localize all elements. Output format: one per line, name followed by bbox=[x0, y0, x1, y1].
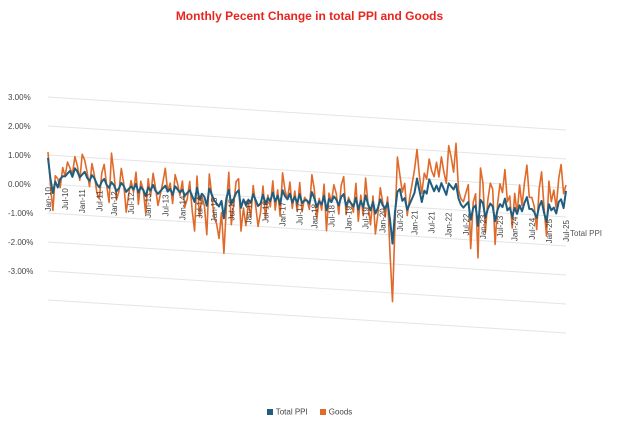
series-lines bbox=[47, 142, 567, 303]
gridline-1 bbox=[47, 125, 567, 160]
gridlines bbox=[47, 96, 567, 334]
chart-title: Monthly Pecent Change in total PPI and G… bbox=[175, 9, 444, 23]
x-tick-label-1: Jul-10 bbox=[61, 188, 70, 210]
x-axis: Jan-10 Jul-10 Jan-11 Jul-11 Jan-12 Jul-12 Jan-… bbox=[44, 186, 571, 243]
x-tick-label-28: Jan-24 bbox=[511, 216, 520, 241]
gridline-6 bbox=[47, 270, 567, 305]
x-tick-label-2: Jan-11 bbox=[78, 189, 87, 213]
y-tick-label-2: 1.00% bbox=[8, 151, 31, 160]
x-tick-label-15: Jul-17 bbox=[296, 202, 305, 224]
series-end-label: Total PPI bbox=[570, 229, 602, 238]
legend-item-1: Goods bbox=[319, 407, 353, 417]
x-tick-label-23: Jul-21 bbox=[428, 211, 437, 233]
x-tick-label-6: Jan-13 bbox=[144, 193, 153, 218]
y-tick-label-3: 0.00% bbox=[8, 180, 31, 189]
x-tick-label-21: Jul-20 bbox=[396, 209, 405, 231]
x-tick-label-4: Jan-12 bbox=[110, 191, 119, 216]
gridline-2 bbox=[47, 154, 567, 189]
x-tick-label-5: Jul-12 bbox=[127, 192, 136, 214]
legend-swatch-0 bbox=[266, 408, 273, 415]
x-tick-label-31: Jul-25 bbox=[562, 219, 571, 241]
gridline-7 bbox=[47, 299, 567, 334]
legend-label-0: Total PPI bbox=[275, 407, 308, 417]
x-tick-label-11: Jul-15 bbox=[227, 198, 236, 220]
series-line-total-ppi bbox=[47, 157, 567, 245]
x-tick-label-8: Jan-14 bbox=[178, 195, 187, 220]
x-tick-label-10: Jan-15 bbox=[210, 197, 219, 222]
gridline-5 bbox=[47, 241, 567, 276]
y-axis: 3.00% 2.00% 1.00% 0.00% -1.00% -2.00% -3.00% bbox=[8, 93, 33, 276]
y-tick-label-0: 3.00% bbox=[8, 93, 31, 102]
x-tick-label-25: Jul-22 bbox=[462, 213, 471, 235]
legend-item-0: Total PPI bbox=[266, 407, 308, 417]
y-tick-label-1: 2.00% bbox=[8, 122, 31, 131]
x-tick-label-3: Jul-11 bbox=[95, 190, 104, 212]
x-tick-label-12: Jan-16 bbox=[244, 199, 253, 224]
x-tick-label-7: Jul-13 bbox=[161, 194, 170, 216]
x-tick-label-20: Jan-20 bbox=[379, 208, 388, 233]
x-tick-label-19: Jul-19 bbox=[362, 207, 371, 229]
legend-label-1: Goods bbox=[328, 407, 353, 417]
x-tick-label-16: Jan-18 bbox=[310, 203, 319, 228]
x-tick-label-9: Jul-14 bbox=[196, 196, 205, 218]
y-tick-label-5: -2.00% bbox=[8, 238, 33, 247]
x-tick-label-17: Jul-18 bbox=[327, 205, 336, 227]
x-tick-label-18: Jan-19 bbox=[345, 206, 354, 231]
x-tick-label-22: Jan-21 bbox=[411, 210, 420, 235]
annotations: Total PPI bbox=[570, 229, 602, 238]
x-tick-label-27: Jul-23 bbox=[496, 215, 505, 237]
series-line-goods bbox=[47, 142, 567, 303]
gridline-0 bbox=[47, 96, 567, 131]
y-tick-label-6: -3.00% bbox=[8, 267, 33, 276]
chart-legend: Total PPI Goods bbox=[0, 407, 619, 416]
x-tick-label-26: Jan-23 bbox=[479, 214, 488, 239]
x-tick-label-14: Jan-17 bbox=[279, 201, 288, 226]
x-tick-label-0: Jan-10 bbox=[44, 186, 53, 211]
y-tick-label-4: -1.00% bbox=[8, 209, 33, 218]
gridline-4 bbox=[47, 212, 567, 247]
x-tick-label-29: Jul-24 bbox=[528, 217, 537, 239]
x-tick-label-13: Jul-16 bbox=[261, 200, 270, 222]
x-tick-label-24: Jan-22 bbox=[445, 212, 454, 237]
legend-swatch-1 bbox=[319, 408, 326, 415]
x-tick-label-30: Jan-25 bbox=[545, 218, 554, 243]
